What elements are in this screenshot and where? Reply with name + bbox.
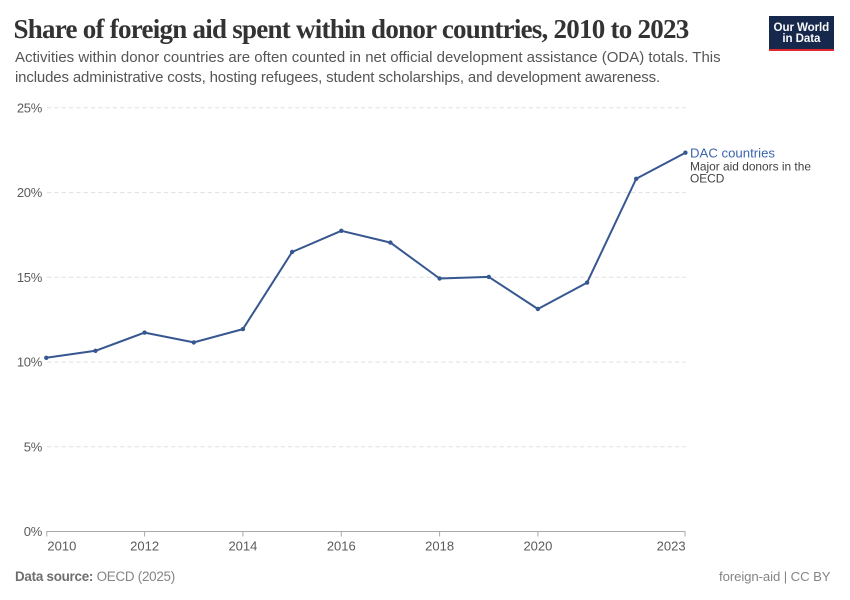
svg-text:2014: 2014 bbox=[228, 538, 257, 553]
svg-text:OECD: OECD bbox=[690, 172, 725, 186]
svg-text:0%: 0% bbox=[24, 524, 43, 539]
svg-text:2023: 2023 bbox=[657, 538, 686, 553]
svg-text:15%: 15% bbox=[17, 270, 43, 285]
svg-text:10%: 10% bbox=[17, 355, 43, 370]
svg-text:2012: 2012 bbox=[130, 538, 159, 553]
svg-text:Major aid donors in the: Major aid donors in the bbox=[690, 160, 811, 174]
svg-text:2016: 2016 bbox=[327, 538, 356, 553]
svg-text:5%: 5% bbox=[24, 439, 43, 454]
svg-text:2020: 2020 bbox=[523, 538, 552, 553]
svg-text:DAC countries: DAC countries bbox=[690, 146, 775, 161]
svg-text:2018: 2018 bbox=[425, 538, 454, 553]
svg-text:25%: 25% bbox=[17, 100, 43, 115]
svg-text:20%: 20% bbox=[17, 185, 43, 200]
svg-text:2010: 2010 bbox=[47, 538, 76, 553]
